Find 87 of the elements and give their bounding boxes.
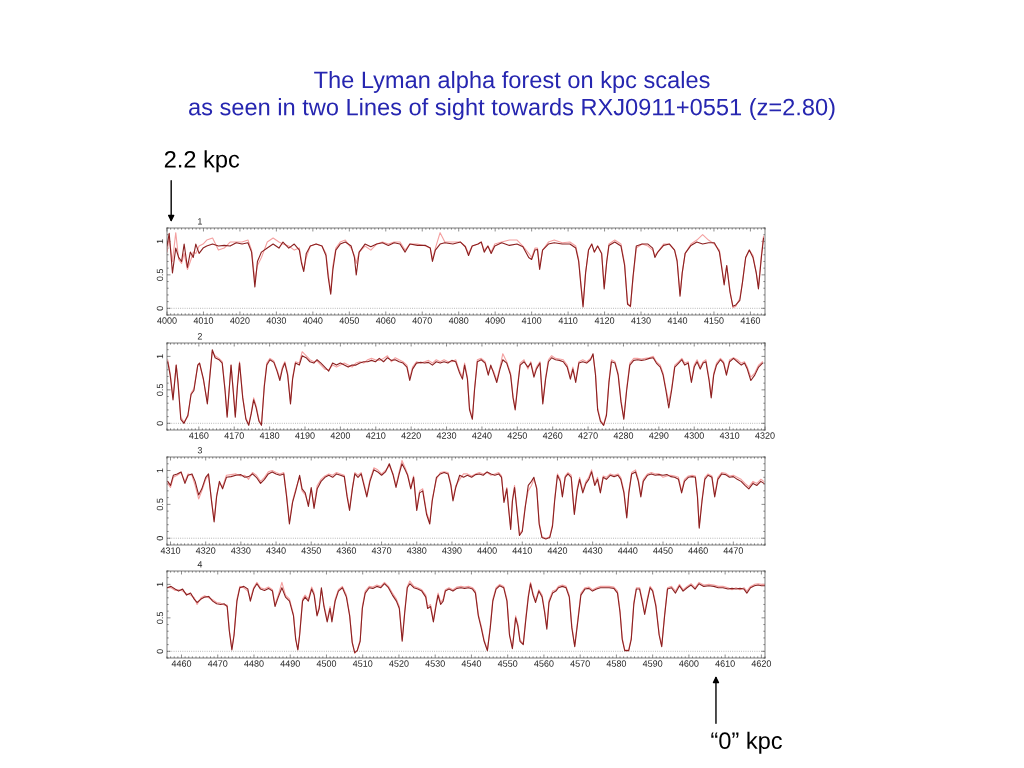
x-tick-label: 4060 bbox=[375, 317, 396, 324]
x-tick-label: 4440 bbox=[617, 547, 638, 554]
x-tick-label: 4080 bbox=[448, 317, 469, 324]
x-tick-label: 4540 bbox=[461, 660, 482, 667]
x-tick-label: 4170 bbox=[224, 432, 244, 439]
x-tick-label: 4110 bbox=[558, 317, 578, 324]
x-tick-label: 4470 bbox=[207, 660, 228, 667]
x-tick-label: 4310 bbox=[719, 432, 740, 439]
x-tick-label: 4360 bbox=[336, 547, 357, 554]
y-tick-label: 0 bbox=[156, 306, 164, 311]
x-tick-label: 4530 bbox=[425, 660, 445, 667]
x-tick-label: 4160 bbox=[189, 432, 209, 439]
x-tick-label: 4510 bbox=[352, 660, 373, 667]
y-tick-label: 0.5 bbox=[156, 383, 164, 396]
x-tick-label: 4470 bbox=[723, 547, 744, 554]
x-tick-label: 4000 bbox=[157, 317, 177, 324]
text: “0” kpc bbox=[711, 731, 782, 754]
x-tick-label: 4450 bbox=[653, 547, 673, 554]
text: 2 bbox=[197, 333, 202, 340]
x-tick-label: 4340 bbox=[266, 547, 286, 554]
x-tick-label: 4020 bbox=[230, 317, 250, 324]
x-tick-label: 4180 bbox=[259, 432, 280, 439]
x-tick-label: 4140 bbox=[667, 317, 688, 324]
x-tick-label: 4280 bbox=[613, 432, 634, 439]
text: 2.2 kpc bbox=[164, 150, 240, 173]
x-tick-label: 4320 bbox=[195, 547, 216, 554]
x-tick-label: 4560 bbox=[534, 660, 554, 667]
x-tick-label: 4420 bbox=[547, 547, 568, 554]
x-tick-label: 4460 bbox=[688, 547, 708, 554]
x-tick-label: 4480 bbox=[244, 660, 264, 667]
chart-title: The Lyman alpha forest on kpc scales as seen in two Lines of sight towards RXJ0911+0551 (z=2.80) bbox=[189, 70, 835, 121]
x-tick-label: 4040 bbox=[303, 317, 323, 324]
x-tick-label: 4330 bbox=[231, 547, 251, 554]
y-tick-label: 1 bbox=[156, 582, 164, 587]
x-tick-label: 4130 bbox=[631, 317, 651, 324]
x-tick-label: 4230 bbox=[436, 432, 457, 439]
x-tick-label: 4430 bbox=[582, 547, 603, 554]
y-tick-label: 0.5 bbox=[156, 268, 164, 281]
x-tick-label: 4160 bbox=[740, 317, 761, 324]
x-tick-label: 4580 bbox=[606, 660, 627, 667]
text: 1 bbox=[198, 218, 202, 225]
x-tick-label: 4500 bbox=[316, 660, 337, 667]
x-tick-label: 4260 bbox=[542, 432, 563, 439]
y-tick-label: 0 bbox=[156, 536, 164, 541]
text: 3 bbox=[197, 447, 202, 454]
x-tick-label: 4550 bbox=[497, 660, 518, 667]
x-tick-label: 4400 bbox=[477, 547, 497, 554]
y-tick-label: 1 bbox=[156, 239, 164, 244]
x-tick-label: 4320 bbox=[755, 432, 775, 439]
x-tick-label: 4090 bbox=[485, 317, 505, 324]
x-tick-label: 4310 bbox=[160, 547, 181, 554]
x-tick-label: 4370 bbox=[371, 547, 392, 554]
x-tick-label: 4570 bbox=[570, 660, 590, 667]
x-tick-label: 4120 bbox=[594, 317, 615, 324]
y-tick-label: 0 bbox=[156, 649, 164, 654]
x-tick-label: 4290 bbox=[649, 432, 669, 439]
text: 4 bbox=[197, 561, 203, 568]
x-tick-label: 4240 bbox=[472, 432, 492, 439]
x-tick-label: 4010 bbox=[193, 317, 214, 324]
x-tick-label: 4270 bbox=[578, 432, 598, 439]
y-tick-label: 0.5 bbox=[156, 611, 164, 624]
x-tick-label: 4050 bbox=[339, 317, 360, 324]
y-tick-label: 0.5 bbox=[156, 498, 164, 511]
y-tick-label: 0 bbox=[156, 421, 164, 426]
x-tick-label: 4410 bbox=[512, 547, 532, 554]
x-tick-label: 4590 bbox=[642, 660, 663, 667]
x-tick-label: 4350 bbox=[301, 547, 321, 554]
x-tick-label: 4380 bbox=[406, 547, 427, 554]
x-tick-label: 4390 bbox=[442, 547, 462, 554]
x-tick-label: 4200 bbox=[330, 432, 351, 439]
x-tick-label: 4150 bbox=[704, 317, 724, 324]
x-tick-label: 4490 bbox=[280, 660, 300, 667]
x-tick-label: 4460 bbox=[171, 660, 192, 667]
x-tick-label: 4100 bbox=[521, 317, 542, 324]
x-tick-label: 4030 bbox=[266, 317, 287, 324]
x-tick-label: 4610 bbox=[715, 660, 735, 667]
x-tick-label: 4250 bbox=[507, 432, 527, 439]
x-tick-label: 4620 bbox=[751, 660, 772, 667]
x-tick-label: 4220 bbox=[401, 432, 421, 439]
x-tick-label: 4190 bbox=[295, 432, 315, 439]
y-tick-label: 1 bbox=[156, 354, 164, 359]
x-tick-label: 4300 bbox=[684, 432, 704, 439]
y-tick-label: 1 bbox=[156, 468, 164, 473]
x-tick-label: 4520 bbox=[389, 660, 409, 667]
x-tick-label: 4600 bbox=[679, 660, 699, 667]
x-tick-label: 4210 bbox=[365, 432, 386, 439]
x-tick-label: 4070 bbox=[412, 317, 432, 324]
